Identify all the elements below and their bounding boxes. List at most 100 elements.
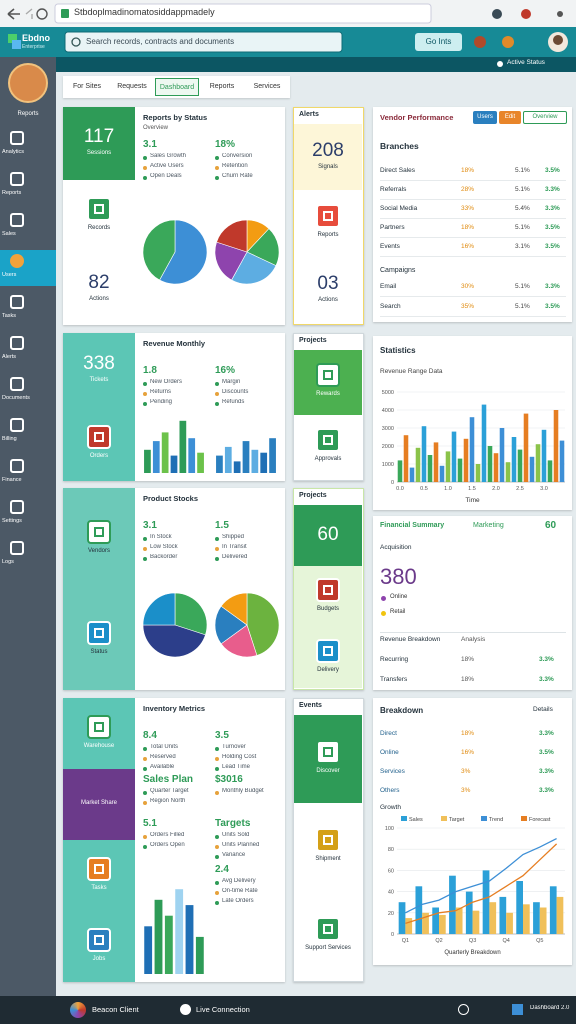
bar [433, 442, 439, 482]
nav-item[interactable]: Alerts [0, 332, 56, 368]
app-icon[interactable] [70, 1002, 86, 1018]
panel: Statistics Revenue Range Data 0 1000 2000 300… [373, 336, 572, 510]
bar [549, 886, 557, 934]
tile-label: Orders [89, 453, 109, 459]
nav-item[interactable]: Reports [0, 168, 56, 204]
x-tick-label: Q4 [503, 938, 510, 944]
tile-value: 208 [312, 140, 344, 162]
icon-glyph [94, 934, 104, 945]
nav-label: Reports [2, 190, 22, 196]
bar [539, 907, 547, 934]
tab[interactable]: For Sites [72, 83, 101, 90]
tile: 60 [294, 505, 362, 566]
chart: 0 20 40 60 80 100 Q1 Q2 Q3 Q4 Q5 Sales Target Trend Fo… [385, 816, 565, 944]
nav-item[interactable]: Sales [0, 209, 56, 245]
tile: Delivery [294, 627, 362, 688]
y-tick-label: 0 [391, 932, 394, 938]
stat-line: Avg Delivery [215, 878, 283, 887]
bar [197, 452, 204, 473]
panel: Breakdown Details Direct 18% 3.3% Online 16% 3.… [373, 698, 572, 965]
user-avatar[interactable] [8, 63, 48, 103]
tab[interactable]: Requests [117, 83, 147, 90]
nav-item[interactable]: Users [0, 250, 56, 286]
bar [523, 904, 530, 934]
tab[interactable]: Reports [209, 83, 235, 90]
rule [380, 632, 566, 633]
pie-slice [216, 219, 248, 253]
table-cell: Online [380, 749, 399, 756]
panel: 338 Tickets Orders Revenue Monthly 1.8 New Or… [63, 333, 285, 481]
bar [405, 918, 413, 934]
bar [397, 460, 403, 482]
button[interactable]: Overview [523, 111, 567, 124]
section-heading: Growth [380, 804, 401, 811]
table-cell: 3.3% [539, 676, 554, 683]
chart [214, 592, 280, 658]
tile-icon [316, 577, 340, 602]
search-box[interactable]: Search records, contracts and documents [86, 37, 235, 46]
bar [224, 446, 232, 473]
nav-item[interactable]: Documents [0, 373, 56, 409]
button[interactable]: Users [473, 111, 497, 124]
y-tick-label: 1000 [382, 462, 394, 468]
pie-slice [220, 624, 258, 658]
nav-icon [10, 377, 24, 391]
nav-item[interactable]: Analytics [0, 127, 56, 163]
legend-label: Retail [390, 609, 406, 615]
tile-icon [316, 363, 340, 388]
button[interactable]: Edit [499, 111, 521, 124]
bar [422, 912, 429, 934]
stat-line: New Orders [143, 379, 211, 388]
stat-line: Shipped [215, 534, 283, 543]
stat-value: Sales Plan [143, 774, 194, 785]
status-dot [180, 1004, 191, 1015]
chart [144, 889, 204, 974]
stat-line: Delivered [215, 554, 283, 563]
bar [535, 444, 541, 482]
x-tick-label: 1.5 [468, 486, 476, 492]
tray-icon[interactable] [458, 1004, 469, 1015]
panel-sub: Overview [143, 125, 169, 131]
stat-line: Late Orders [215, 898, 283, 907]
nav-item[interactable]: Logs [0, 537, 56, 573]
table-cell: Social Media [380, 205, 418, 212]
icon-glyph [323, 645, 333, 656]
bar [541, 429, 547, 482]
bar [154, 899, 163, 974]
tile: Rewards [294, 350, 362, 415]
table-cell: 3.5% [545, 303, 560, 310]
bar [188, 438, 196, 473]
side-card: Events Discover Shipment Support Services [293, 698, 364, 982]
go-button[interactable]: Go Ints [415, 33, 462, 51]
nav-item[interactable]: Tasks [0, 291, 56, 327]
stat-line: Region North [143, 798, 211, 807]
icon-glyph [323, 835, 333, 846]
tab[interactable]: Services [253, 83, 281, 90]
tray-icon[interactable] [512, 1004, 523, 1015]
section-heading: Branches [380, 141, 419, 151]
table-cell: Email [380, 283, 397, 290]
stat-line: Units Planned [215, 842, 283, 851]
card-title: Events [299, 702, 322, 709]
stat-line: Low Stock [143, 544, 211, 553]
tile-label: Budgets [316, 605, 340, 612]
tile: Orders [63, 407, 135, 481]
bar [403, 435, 409, 482]
bar [511, 437, 517, 482]
nav-item[interactable]: Finance [0, 455, 56, 491]
tab[interactable]: Dashboard [155, 78, 199, 96]
table-cell: 3% [461, 787, 471, 794]
x-tick-label: 1.0 [444, 486, 452, 492]
icon-glyph [94, 627, 104, 638]
nav-icon [10, 254, 24, 268]
tray-info: Dashboard 2.0 [530, 1005, 570, 1011]
tile: Tasks [63, 840, 135, 911]
nav-item[interactable]: Billing [0, 414, 56, 450]
legend-label: Sales [409, 817, 423, 823]
stat-value: 16% [215, 365, 236, 376]
table-cell: 18% [461, 167, 475, 174]
stat-line: Reserved [143, 754, 211, 763]
nav-label: Documents [2, 395, 30, 401]
tile-label: Actions [89, 295, 109, 302]
nav-item[interactable]: Settings [0, 496, 56, 532]
